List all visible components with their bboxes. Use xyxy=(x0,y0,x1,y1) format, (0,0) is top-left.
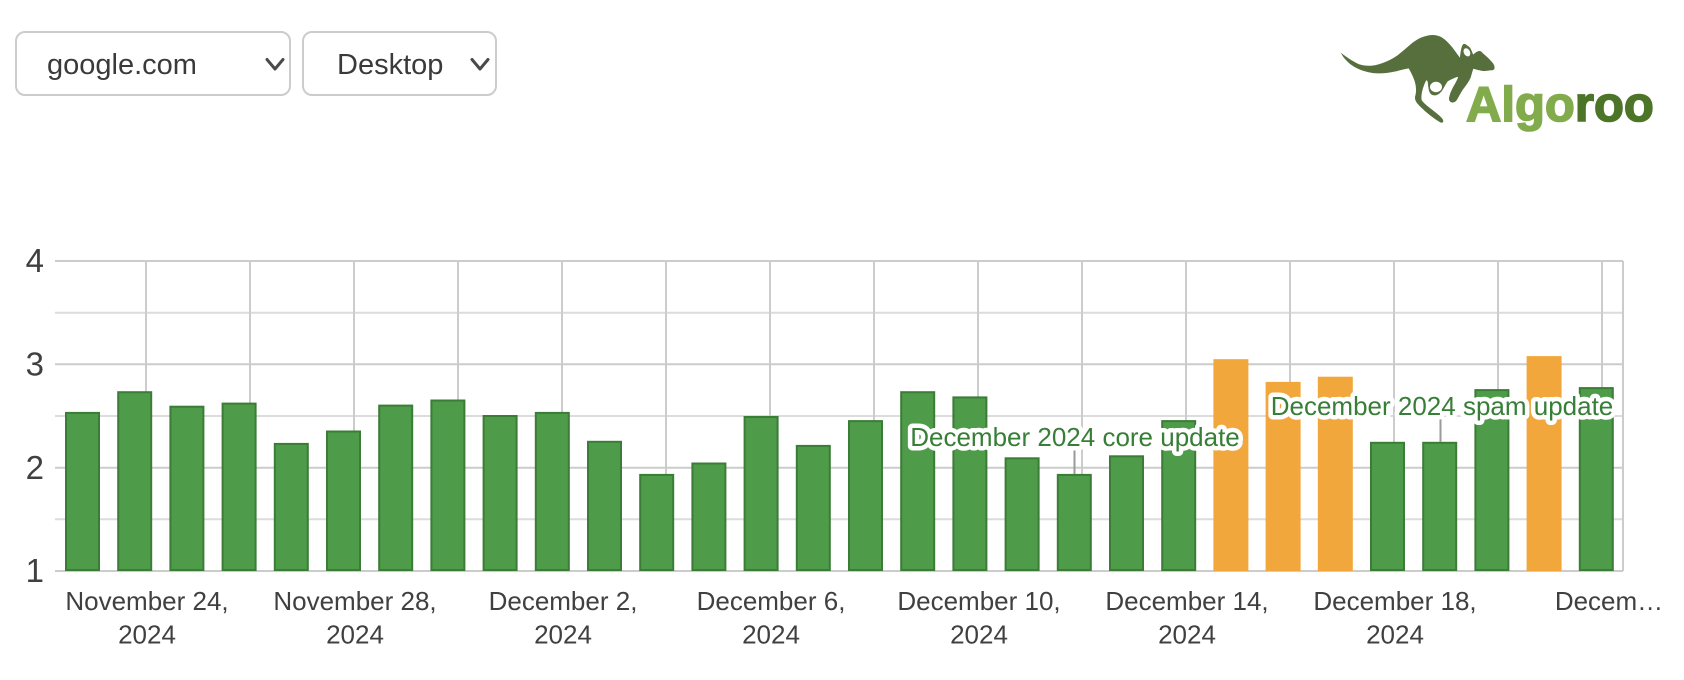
svg-text:November 28,: November 28, xyxy=(273,586,436,616)
svg-text:2024: 2024 xyxy=(950,620,1008,650)
svg-text:2024: 2024 xyxy=(1366,620,1424,650)
svg-text:3: 3 xyxy=(26,346,44,383)
svg-text:4: 4 xyxy=(26,242,44,279)
svg-text:1: 1 xyxy=(26,552,44,589)
svg-text:December 10,: December 10, xyxy=(897,586,1060,616)
svg-text:2024: 2024 xyxy=(534,620,592,650)
svg-text:December 6,: December 6, xyxy=(697,586,846,616)
svg-text:December 2024 core update: December 2024 core update xyxy=(910,422,1240,452)
svg-text:December 18,: December 18, xyxy=(1313,586,1476,616)
svg-text:December 2024 spam update: December 2024 spam update xyxy=(1271,391,1614,421)
svg-text:2024: 2024 xyxy=(118,620,176,650)
svg-text:November 24,: November 24, xyxy=(65,586,228,616)
svg-text:2024: 2024 xyxy=(742,620,800,650)
svg-text:2024: 2024 xyxy=(1158,620,1216,650)
svg-text:2: 2 xyxy=(26,449,44,486)
svg-text:2024: 2024 xyxy=(326,620,384,650)
svg-text:Decem…: Decem… xyxy=(1555,586,1663,616)
svg-text:Algoroo: Algoroo xyxy=(1466,78,1654,132)
svg-text:December 2,: December 2, xyxy=(489,586,638,616)
svg-text:December 14,: December 14, xyxy=(1105,586,1268,616)
